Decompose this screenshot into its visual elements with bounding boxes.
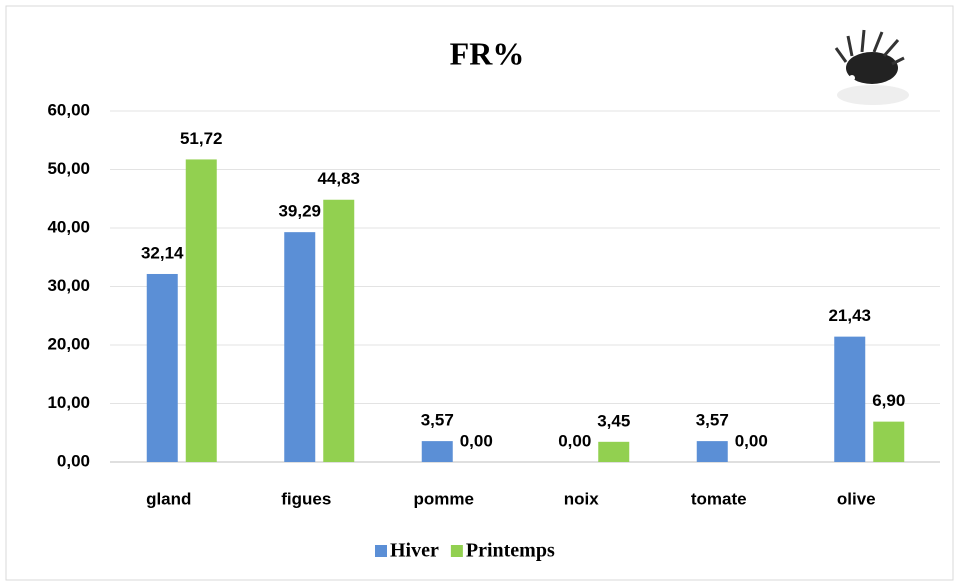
bar <box>696 441 728 462</box>
y-tick-label: 10,00 <box>47 393 90 412</box>
y-tick-label: 50,00 <box>47 159 90 178</box>
y-tick-label: 20,00 <box>47 334 90 353</box>
x-tick-label: gland <box>146 489 191 508</box>
legend-label: Printemps <box>466 540 555 562</box>
bar <box>598 441 630 462</box>
bar <box>834 336 866 462</box>
value-label: 3,45 <box>597 411 630 430</box>
value-label: 21,43 <box>828 306 871 325</box>
y-tick-label: 40,00 <box>47 217 90 236</box>
x-tick-label: pomme <box>414 489 474 508</box>
value-label: 3,57 <box>421 411 454 430</box>
x-tick-label: figues <box>281 489 331 508</box>
value-label: 32,14 <box>141 243 184 262</box>
value-label: 0,00 <box>735 431 768 450</box>
value-label: 0,00 <box>558 431 591 450</box>
x-tick-label: olive <box>837 489 876 508</box>
porcupine-icon <box>834 29 909 105</box>
legend-swatch <box>375 545 387 557</box>
value-label: 3,57 <box>696 411 729 430</box>
x-tick-label: tomate <box>691 489 747 508</box>
y-tick-label: 30,00 <box>47 276 90 295</box>
value-label: 6,90 <box>872 391 905 410</box>
bar <box>284 232 316 462</box>
legend-label: Hiver <box>390 540 439 562</box>
value-label: 44,83 <box>317 169 360 188</box>
bar <box>323 199 355 462</box>
value-label: 0,00 <box>460 431 493 450</box>
legend-swatch <box>450 545 463 557</box>
bar <box>185 159 217 463</box>
bar <box>146 273 178 462</box>
value-label: 51,72 <box>180 129 223 148</box>
bar <box>873 421 905 462</box>
chart-title: FR% <box>450 35 525 71</box>
x-tick-label: noix <box>564 489 599 508</box>
y-tick-label: 0,00 <box>57 451 90 470</box>
bar <box>421 441 453 462</box>
value-label: 39,29 <box>278 202 321 221</box>
y-tick-label: 60,00 <box>47 100 90 119</box>
